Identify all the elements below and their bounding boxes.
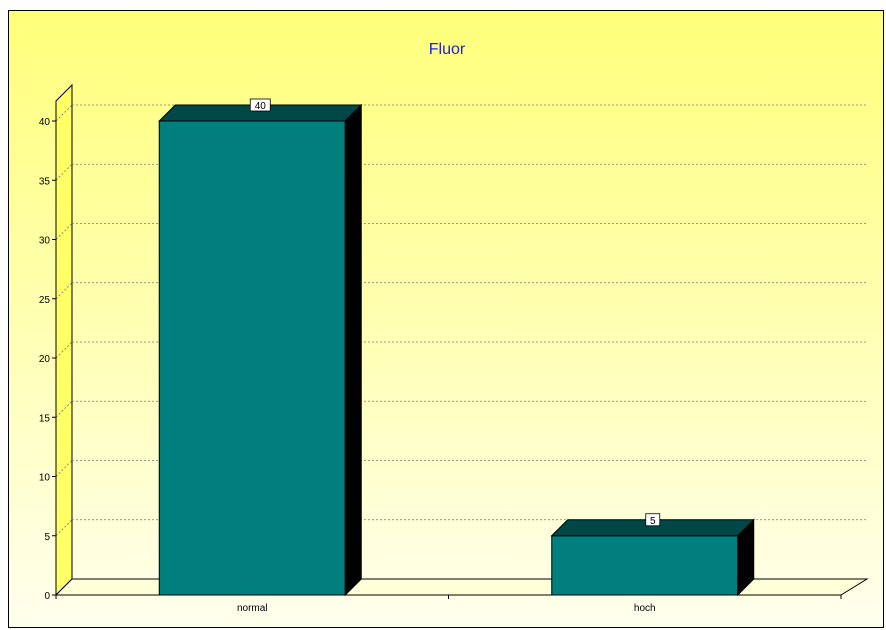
bar-front — [551, 535, 739, 596]
x-category-label: normal — [237, 603, 268, 614]
y-tick-label: 30 — [39, 236, 51, 247]
y-tick-label: 0 — [44, 591, 50, 602]
x-axis: normal hoch — [55, 594, 842, 614]
chart-frame: Fluor 0 5 10 15 20 25 30 35 40 normal hoch 40 5 — [8, 10, 884, 628]
data-label: 40 — [255, 101, 267, 112]
y-tick-label: 10 — [39, 473, 51, 484]
y-tick-label: 15 — [39, 413, 51, 424]
y-tick-label: 40 — [39, 117, 51, 128]
chart-title: Fluor — [429, 41, 466, 58]
x-category-label: hoch — [634, 603, 656, 614]
data-label: 5 — [650, 516, 656, 527]
data-label-box — [249, 98, 271, 112]
bar-hoch: 5 — [550, 513, 755, 597]
side-wall — [55, 83, 73, 597]
y-tick-label: 20 — [39, 354, 51, 365]
bar-top — [550, 519, 755, 537]
y-tick-label: 35 — [39, 176, 51, 187]
y-tick-label: 25 — [39, 295, 51, 306]
bar-front — [158, 120, 346, 596]
data-label-box — [645, 513, 661, 527]
bar-top — [158, 104, 363, 122]
bar-normal: 40 — [158, 98, 363, 597]
bar-side — [344, 103, 362, 597]
bars: 40 5 — [158, 98, 755, 597]
y-tick-label: 5 — [44, 532, 50, 543]
y-axis: 0 5 10 15 20 25 30 35 40 — [39, 101, 57, 602]
bar-chart: Fluor 0 5 10 15 20 25 30 35 40 normal hoch 40 5 — [39, 41, 869, 614]
